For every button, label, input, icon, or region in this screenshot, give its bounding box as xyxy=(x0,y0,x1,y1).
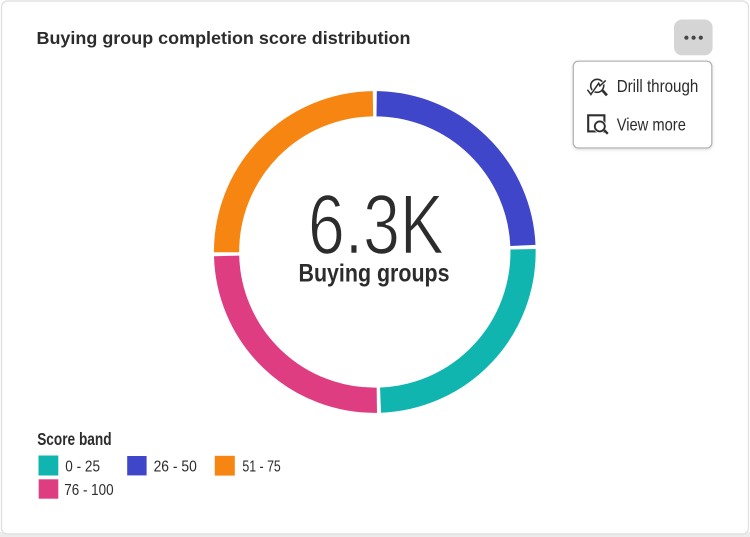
svg-text:View more: View more xyxy=(617,114,686,134)
svg-text:0 - 25: 0 - 25 xyxy=(65,458,100,475)
svg-text:6.3K: 6.3K xyxy=(308,178,444,272)
svg-text:Buying groups: Buying groups xyxy=(299,260,450,288)
svg-text:Score band: Score band xyxy=(37,429,111,449)
svg-text:Drill through: Drill through xyxy=(617,76,699,96)
svg-text:Buying group completion score: Buying group completion score distributi… xyxy=(37,28,411,48)
svg-text:76 - 100: 76 - 100 xyxy=(64,482,113,499)
svg-text:51 - 75: 51 - 75 xyxy=(242,458,280,475)
svg-text:26 - 50: 26 - 50 xyxy=(154,458,197,475)
